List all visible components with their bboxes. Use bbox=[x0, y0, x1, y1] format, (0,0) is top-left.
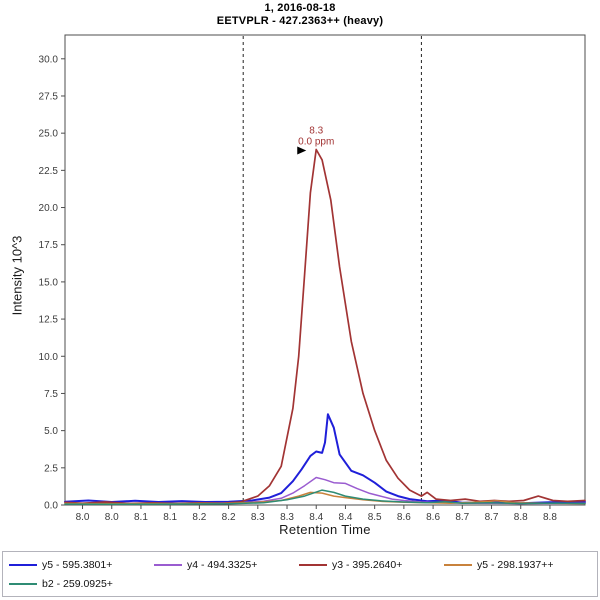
x-tick-label: 8.8 bbox=[514, 512, 528, 523]
y-tick-label: 5.0 bbox=[44, 426, 58, 437]
legend: y5 - 595.3801+ y4 - 494.3325+ y3 - 395.2… bbox=[2, 551, 598, 597]
chromatogram-plot[interactable]: 0.0 2.5 5.0 7.5 10.0 12.5 15.0 17.5 20.0 22.5 25.0… bbox=[0, 0, 600, 548]
x-tick-label: 8.4 bbox=[309, 512, 323, 523]
x-tick-label: 8.4 bbox=[338, 512, 352, 523]
x-tick-label: 8.0 bbox=[76, 512, 90, 523]
peak-apex-pointer-icon bbox=[297, 146, 307, 155]
x-tick-label: 8.3 bbox=[280, 512, 294, 523]
peak-ppm-annotation: 0.0 ppm bbox=[298, 137, 334, 148]
series-color-swatch bbox=[9, 563, 37, 566]
y-tick-label: 10.0 bbox=[39, 352, 59, 363]
replicate-title: 1, 2016-08-18 bbox=[264, 2, 336, 14]
series-color-swatch bbox=[444, 563, 472, 566]
y-tick-label: 25.0 bbox=[39, 129, 59, 140]
legend-row-1: y5 - 595.3801+ y4 - 494.3325+ y3 - 395.2… bbox=[7, 555, 593, 574]
legend-item-y5-595: y5 - 595.3801+ bbox=[7, 559, 152, 571]
legend-item-y5-298: y5 - 298.1937++ bbox=[442, 559, 587, 571]
legend-label: y5 - 595.3801+ bbox=[42, 558, 113, 571]
y-tick-label: 7.5 bbox=[44, 389, 58, 400]
peptide-title: EETVPLR - 427.2363++ (heavy) bbox=[216, 15, 384, 27]
legend-item-y4-494: y4 - 494.3325+ bbox=[152, 559, 297, 571]
chart-title-block: 1, 2016-08-18 EETVPLR - 427.2363++ (heav… bbox=[0, 2, 600, 28]
series-color-swatch bbox=[9, 582, 37, 585]
x-tick-label: 8.8 bbox=[543, 512, 557, 523]
y-tick-label: 22.5 bbox=[39, 166, 59, 177]
y-tick-label: 20.0 bbox=[39, 203, 59, 214]
y-tick-label: 27.5 bbox=[39, 91, 59, 102]
series-color-swatch bbox=[154, 563, 182, 566]
y-tick-label: 17.5 bbox=[39, 240, 59, 251]
x-tick-label: 8.2 bbox=[222, 512, 236, 523]
x-tick-label: 8.2 bbox=[192, 512, 206, 523]
x-tick-label: 8.0 bbox=[105, 512, 119, 523]
x-tick-label: 8.1 bbox=[134, 512, 148, 523]
plot-area[interactable] bbox=[64, 34, 586, 506]
x-tick-label: 8.6 bbox=[426, 512, 440, 523]
legend-row-2: b2 - 259.0925+ bbox=[7, 574, 593, 593]
series-color-swatch bbox=[299, 563, 327, 566]
y-tick-label: 12.5 bbox=[39, 315, 59, 326]
trace-b2-259 bbox=[64, 489, 586, 506]
y-axis-label: Intensity 10^3 bbox=[9, 235, 25, 316]
y-tick-label: 15.0 bbox=[39, 277, 59, 288]
x-tick-label: 8.6 bbox=[397, 512, 411, 523]
legend-label: y5 - 298.1937++ bbox=[477, 558, 554, 571]
x-axis-label: Retention Time bbox=[279, 522, 371, 537]
legend-label: b2 - 259.0925+ bbox=[42, 577, 113, 590]
legend-item-y3-395: y3 - 395.2640+ bbox=[297, 559, 442, 571]
trace-y5-595 bbox=[64, 413, 586, 505]
x-tick-label: 8.3 bbox=[251, 512, 265, 523]
x-tick-label: 8.1 bbox=[163, 512, 177, 523]
x-tick-label: 8.7 bbox=[485, 512, 499, 523]
x-tick-label: 8.5 bbox=[368, 512, 382, 523]
y-tick-label: 30.0 bbox=[39, 54, 59, 65]
legend-label: y3 - 395.2640+ bbox=[332, 558, 403, 571]
y-tick-label: 0.0 bbox=[44, 501, 58, 512]
peak-rt-annotation: 8.3 bbox=[309, 126, 323, 137]
legend-label: y4 - 494.3325+ bbox=[187, 558, 258, 571]
legend-item-b2-259: b2 - 259.0925+ bbox=[7, 578, 152, 590]
y-tick-label: 2.5 bbox=[44, 463, 58, 474]
x-tick-label: 8.7 bbox=[455, 512, 469, 523]
